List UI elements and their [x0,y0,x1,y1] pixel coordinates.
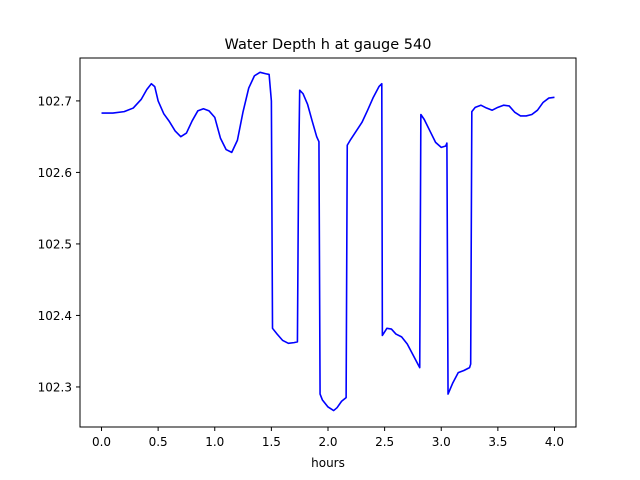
x-tick-label: 1.5 [262,435,281,449]
series-line-water-depth [101,71,555,412]
x-tick-label: 0.5 [149,435,168,449]
y-tick-label: 102.7 [38,94,72,108]
x-tick-label: 2.5 [375,435,394,449]
y-tick-label: 102.6 [38,166,72,180]
plot-area [80,58,576,427]
x-tick-label: 1.0 [205,435,224,449]
y-tick-label: 102.4 [38,309,72,323]
x-tick-label: 4.0 [545,435,564,449]
chart-title: Water Depth h at gauge 540 [225,37,432,53]
y-axis: 102.3 102.4 102.5 102.6 102.7 [38,94,80,394]
y-tick-label: 102.3 [38,380,72,394]
x-axis: 0.0 0.5 1.0 1.5 2.0 2.5 3.0 3.5 4.0 [92,427,564,449]
y-tick-label: 102.5 [38,237,72,251]
plot-frame [79,57,577,428]
x-tick-label: 2.0 [318,435,337,449]
x-tick-label: 3.0 [432,435,451,449]
x-tick-label: 0.0 [92,435,111,449]
x-tick-label: 3.5 [488,435,507,449]
x-axis-label: hours [311,456,345,470]
